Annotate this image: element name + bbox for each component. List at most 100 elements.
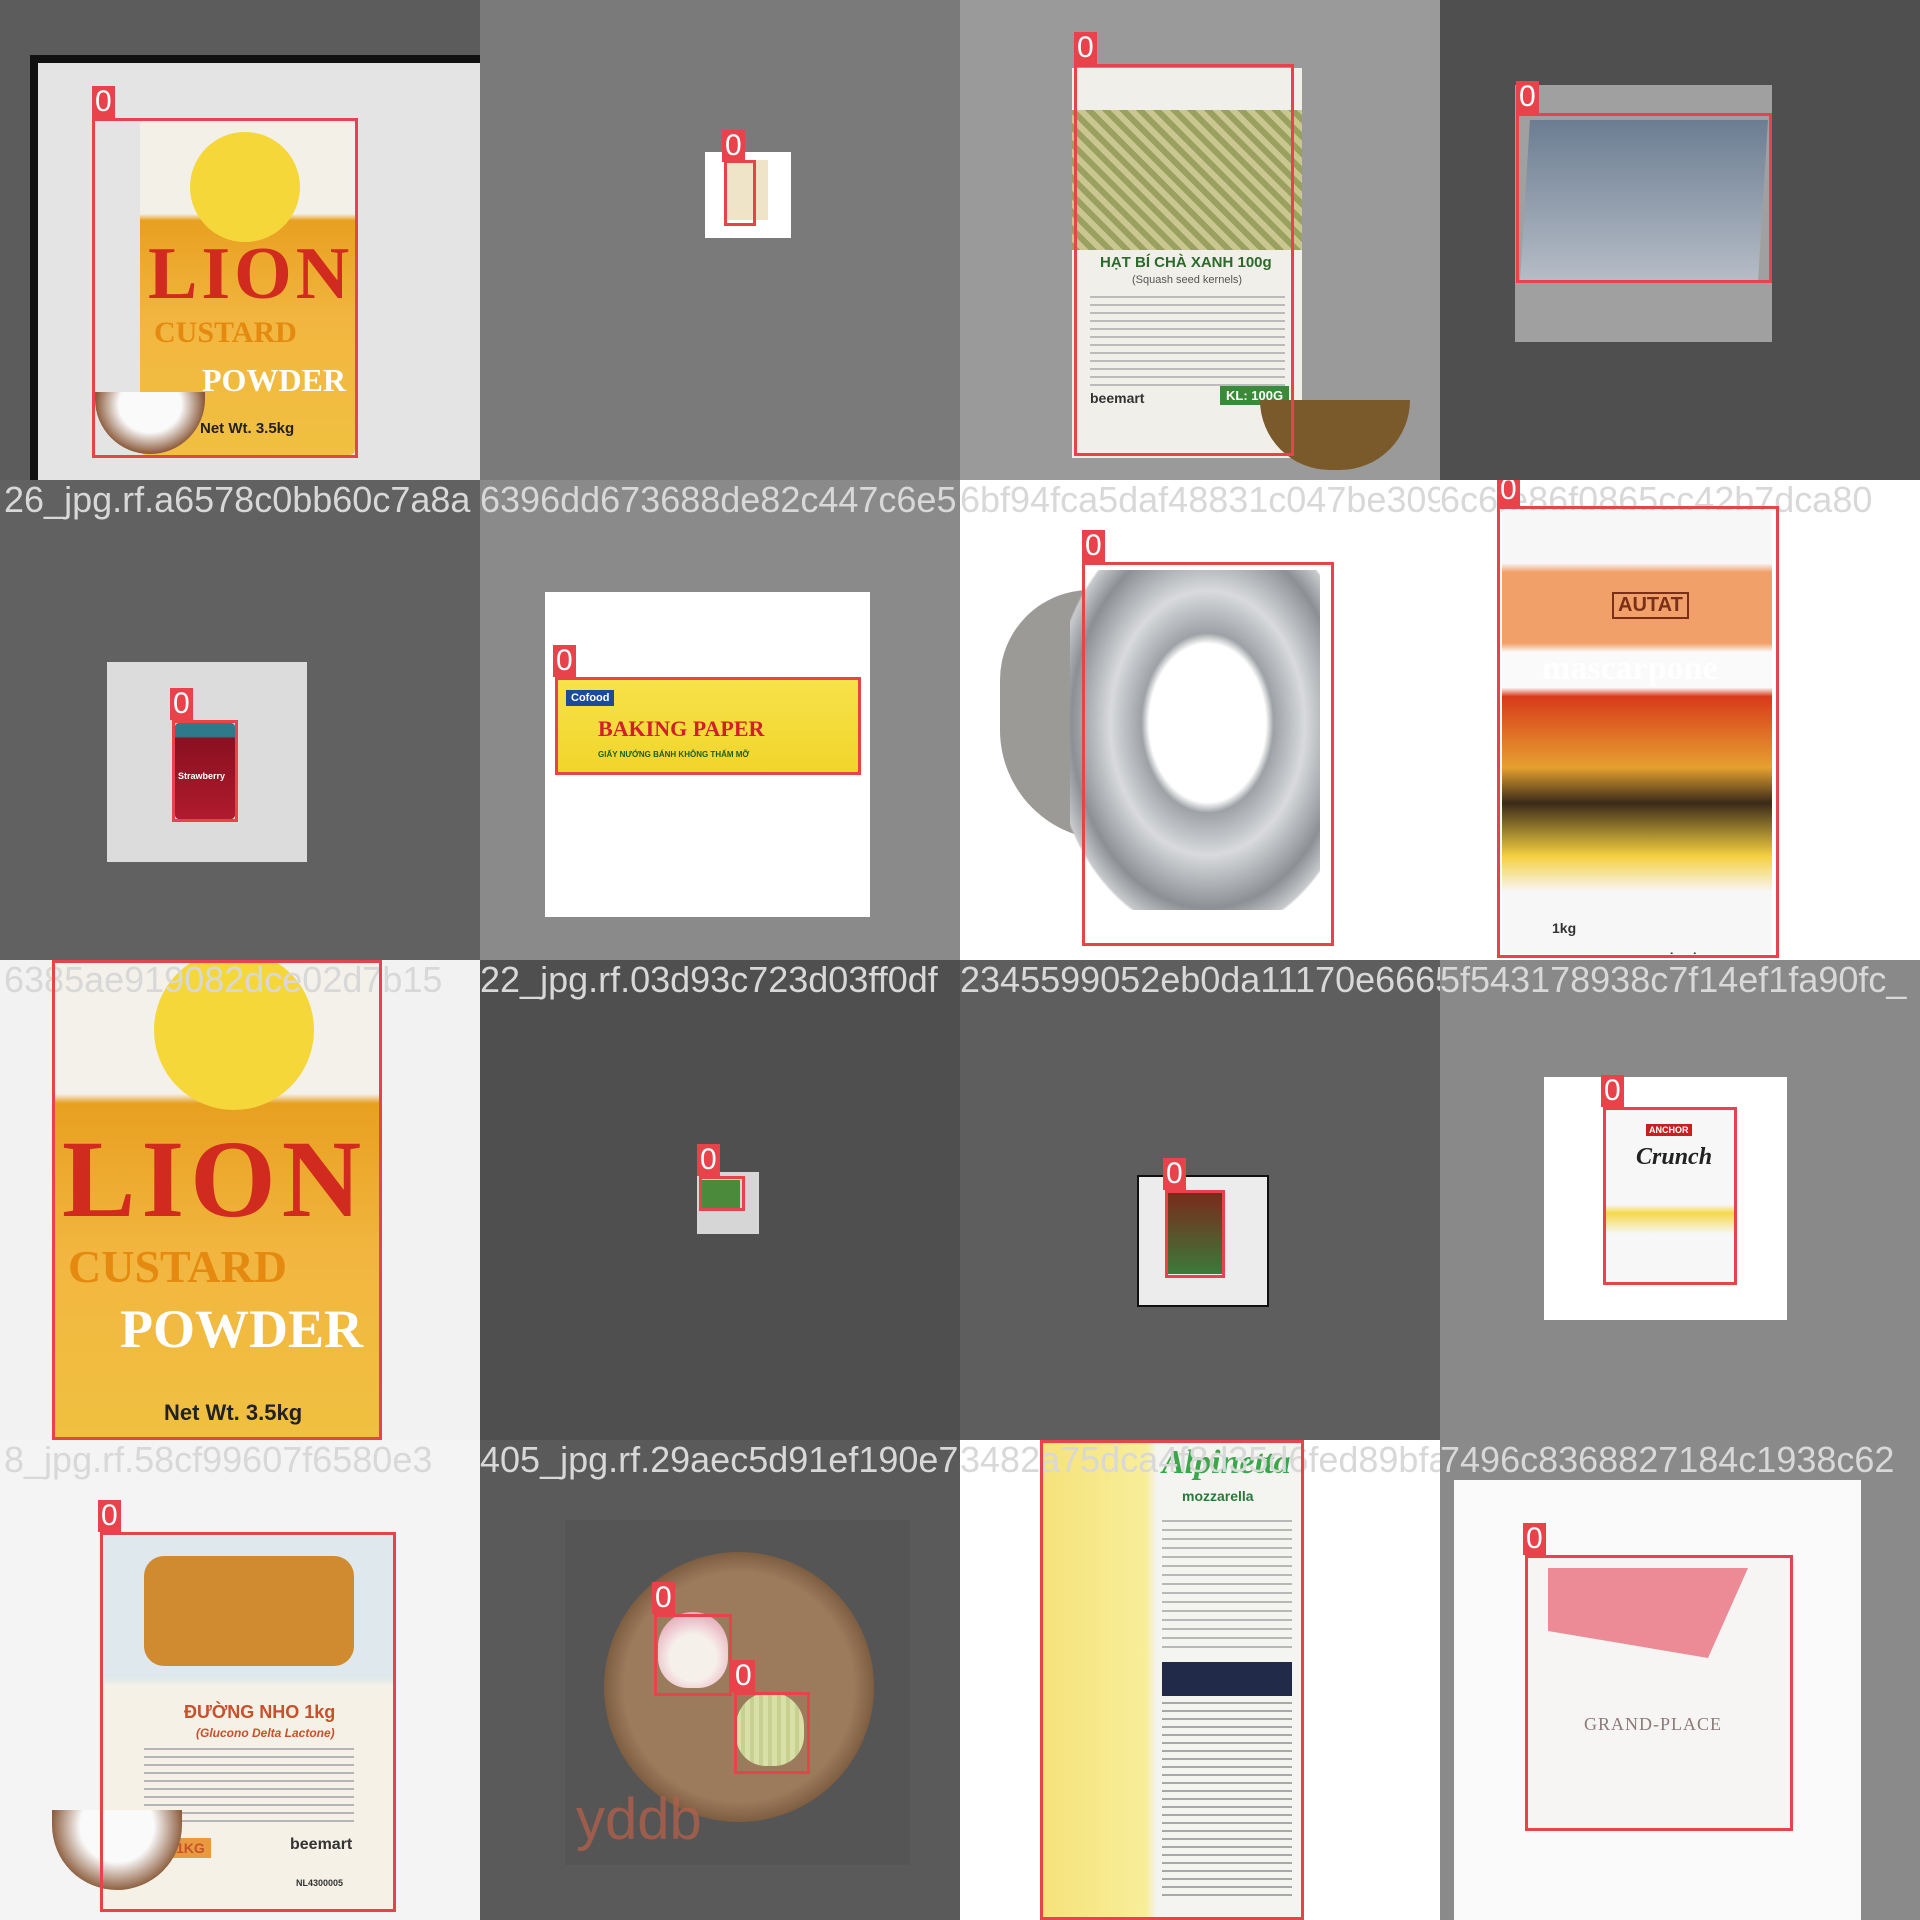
seed-bag-brand: beemart <box>1090 390 1145 406</box>
sugar-bag-code: NL4300005 <box>296 1878 344 1888</box>
bounding-box <box>1516 113 1772 283</box>
lion-can-brand: LION <box>148 233 354 315</box>
bounding-box <box>724 160 756 226</box>
bounding-box <box>172 720 238 822</box>
image-filename: 405_jpg.rf.29aec5d91ef190e7a <box>480 1440 960 1480</box>
mosaic-tile-7: 6bf94fca5daf48831c047be309 0 <box>960 480 1440 960</box>
grandplace-box: GRAND-PLACE <box>1528 1558 1790 1828</box>
small-bag <box>1168 1192 1222 1274</box>
class-label: 0 <box>1601 1075 1624 1107</box>
seed-bag-subtitle: (Squash seed kernels) <box>1132 274 1243 286</box>
bounding-box <box>1082 562 1334 946</box>
image-filename: 6bf94fca5daf48831c047be309 <box>960 480 1440 520</box>
bounding-box <box>100 1532 396 1912</box>
mosaic-tile-12: 5f543178938c7f14ef1fa90fc_ ANCHOR Crunch… <box>1440 960 1920 1440</box>
bag-name: mozzarella <box>1182 1488 1254 1504</box>
crunch-box: ANCHOR Crunch <box>1606 1110 1734 1282</box>
bounding-box <box>1497 506 1779 958</box>
mosaic-tile-15: Alpinetta mozzarella 3482a75dca4f8d35d6f… <box>960 1440 1440 1920</box>
mosaic-tile-5: 26_jpg.rf.a6578c0bb60c7a8a Strawberry 0 <box>0 480 480 960</box>
box-brand: Cofood <box>566 690 615 706</box>
bounding-box <box>699 1176 745 1211</box>
plate-watermark: yddb <box>576 1787 702 1852</box>
lion-can-line3: POWDER <box>202 362 346 398</box>
image-filename: 26_jpg.rf.a6578c0bb60c7a8a <box>4 480 471 520</box>
box-note: GIẤY NƯỚNG BÁNH KHÔNG THẤM MỠ <box>598 750 750 759</box>
crunch-name: Crunch <box>1636 1144 1713 1170</box>
sugar-bag-brand: beemart <box>290 1836 353 1853</box>
mosaic-tile-3: HẠT BÍ CHÀ XANH 100g (Squash seed kernel… <box>960 0 1440 480</box>
class-label: 0 <box>92 86 115 118</box>
bounding-box <box>1603 1107 1737 1285</box>
bounding-box <box>92 118 358 458</box>
bounding-box <box>1040 1440 1304 1920</box>
image-filename: 2345599052eb0da11170e6665 <box>960 960 1440 1000</box>
baking-paper-box: Cofood BAKING PAPER GIẤY NƯỚNG BÁNH KHÔN… <box>558 680 858 772</box>
class-label: 0 <box>98 1500 121 1532</box>
lion-can-line3: POWDER <box>120 1299 363 1359</box>
image-filename: 5f543178938c7f14ef1fa90fc_ <box>1440 960 1907 1000</box>
mosaic-tile-13: 8_jpg.rf.58cf99607f6580e3 ĐƯỜNG NHO 1kg … <box>0 1440 480 1920</box>
small-package <box>726 160 768 220</box>
class-label: 0 <box>732 1660 755 1692</box>
lion-can-closeup: LION CUSTARD POWDER Net Wt. 3.5kg <box>54 960 380 1438</box>
mosaic-tile-6: 6396dd673688de82c447c6e5 Cofood BAKING P… <box>480 480 960 960</box>
class-label: 0 <box>170 688 193 720</box>
class-label: 0 <box>722 130 745 162</box>
mosaic-tile-1: LION CUSTARD POWDER Net Wt. 3.5kg 0 <box>0 0 480 480</box>
bounding-box <box>1525 1555 1793 1831</box>
pink-mochi <box>658 1612 728 1688</box>
image-filename: 8_jpg.rf.58cf99607f6580e3 <box>4 1440 433 1480</box>
strawberry-jar: Strawberry <box>175 723 235 819</box>
image-filename: 6385ae919082dce02d7b15 <box>4 960 443 1000</box>
lion-can-brand: LION <box>62 1118 368 1240</box>
mosaic-tile-2: 0 <box>480 0 960 480</box>
crunch-brand: ANCHOR <box>1646 1124 1692 1136</box>
bounding-box <box>734 1692 810 1774</box>
tub-origin: new zealand <box>1620 950 1697 954</box>
box-brand: GRAND-PLACE <box>1584 1714 1723 1734</box>
lion-can-weight: Net Wt. 3.5kg <box>200 420 295 437</box>
mosaic-tile-9: LION CUSTARD POWDER Net Wt. 3.5kg 6385ae… <box>0 960 480 1440</box>
bounding-box <box>1074 64 1294 456</box>
mosaic-tile-14: 405_jpg.rf.29aec5d91ef190e7a yddb 0 0 <box>480 1440 960 1920</box>
sugar-bag-title: ĐƯỜNG NHO 1kg <box>184 1702 336 1722</box>
mosaic-tile-8: 6c6fe86f0865cc42b7dca80 AUTAT mascarpone… <box>1440 480 1920 960</box>
bounding-box <box>52 960 382 1440</box>
bag-brand: Alpinetta <box>1162 1444 1291 1481</box>
class-label: 0 <box>1074 32 1097 64</box>
seed-bag-title: HẠT BÍ CHÀ XANH 100g <box>1100 254 1272 271</box>
green-mochi <box>736 1692 804 1766</box>
class-label: 0 <box>1497 480 1520 506</box>
tub-brand: AUTAT <box>1612 592 1689 619</box>
class-label: 0 <box>553 645 576 677</box>
lion-can-line2: CUSTARD <box>68 1241 287 1292</box>
baking-tray <box>1520 120 1768 280</box>
lion-can-weight: Net Wt. 3.5kg <box>164 1400 303 1425</box>
bounding-box <box>654 1614 732 1696</box>
image-filename: 7496c8368827184c1938c62 <box>1440 1440 1895 1480</box>
heart-pan <box>1070 570 1320 910</box>
mascarpone-image: AUTAT mascarpone 1kg new zealand <box>1502 510 1772 954</box>
class-label: 0 <box>1163 1158 1186 1190</box>
mosaic-tile-11: 2345599052eb0da11170e6665 0 <box>960 960 1440 1440</box>
jar-label: Strawberry <box>178 771 226 781</box>
tub-weight: 1kg <box>1552 920 1577 936</box>
class-label: 0 <box>1516 81 1539 113</box>
tiny-package <box>702 1180 740 1208</box>
class-label: 0 <box>697 1144 720 1176</box>
mosaic-tile-10: 22_jpg.rf.03d93c723d03ff0df 0 <box>480 960 960 1440</box>
seed-bag-image: HẠT BÍ CHÀ XANH 100g (Squash seed kernel… <box>1072 68 1302 458</box>
sugar-bag-subtitle: (Glucono Delta Lactone) <box>196 1726 335 1740</box>
class-label: 0 <box>1082 530 1105 562</box>
mosaic-tile-4: 0 <box>1440 0 1920 480</box>
sugar-bag-weight: 1KG <box>170 1838 211 1858</box>
bounding-box <box>555 677 861 775</box>
image-filename: 6396dd673688de82c447c6e5 <box>480 480 957 520</box>
tub-name: mascarpone <box>1542 650 1718 687</box>
mosaic-tile-16: 7496c8368827184c1938c62 GRAND-PLACE 0 <box>1440 1440 1920 1920</box>
bounding-box <box>1165 1190 1225 1278</box>
lion-can-line2: CUSTARD <box>154 316 297 349</box>
box-name: BAKING PAPER <box>598 716 765 741</box>
